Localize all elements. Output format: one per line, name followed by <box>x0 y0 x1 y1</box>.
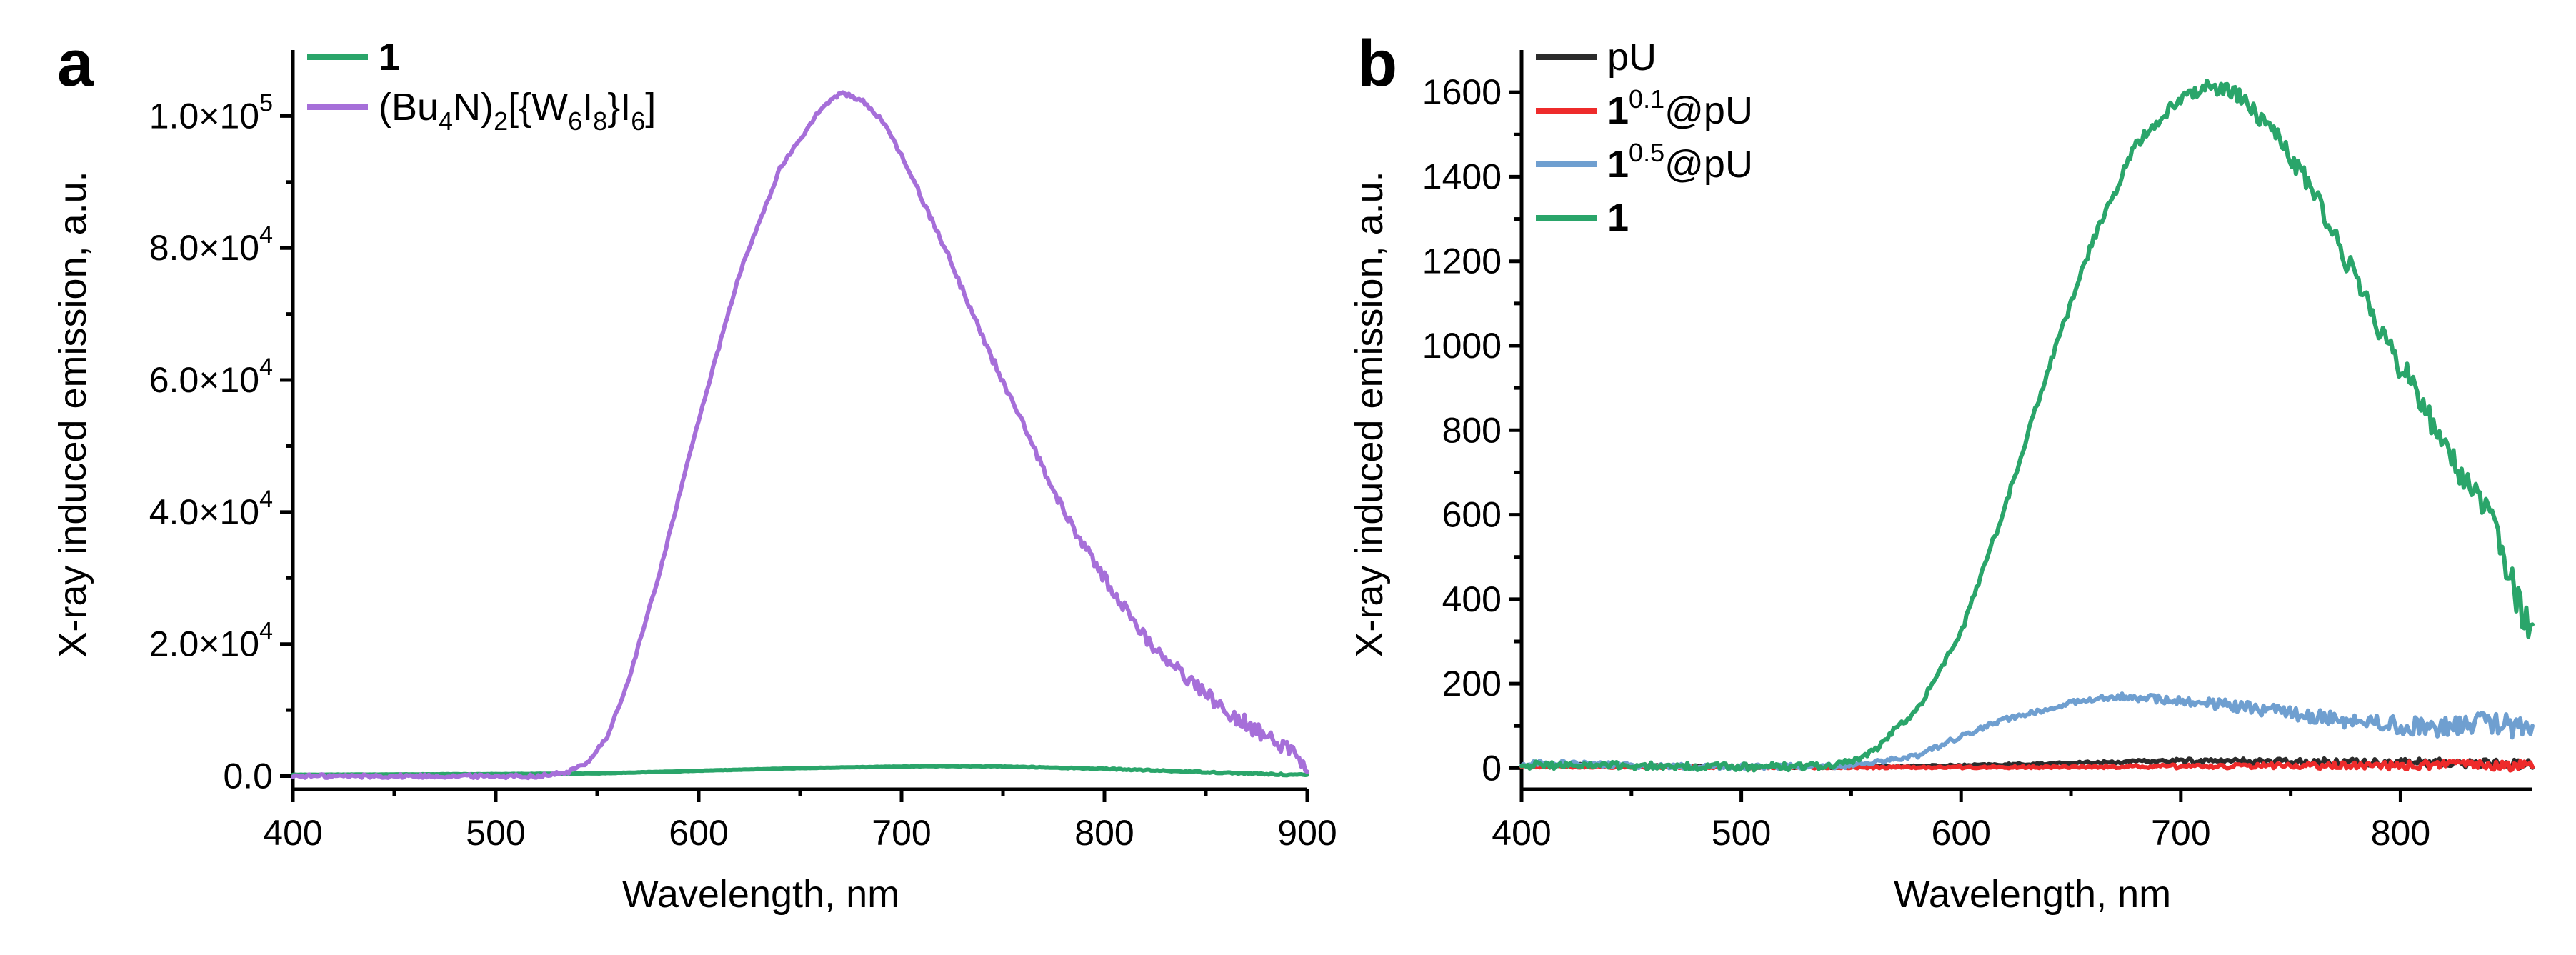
y-tick-label: 4.0×104 <box>149 486 273 532</box>
panel-a-x-axis-title: Wavelength, nm <box>622 873 899 916</box>
y-tick-label: 0 <box>1482 748 1502 788</box>
y-tick-label: 2.0×104 <box>149 618 273 664</box>
panel-b-y-axis-title: X-ray induced emission, a.u. <box>1348 171 1391 657</box>
panel-a-legend: 1 (Bu4N)2[{W6I8}I6] <box>307 36 656 136</box>
y-tick-label: 1200 <box>1422 241 1502 281</box>
panel-b-legend: pU 10.1@pU 10.5@pU 1 <box>1536 36 1753 239</box>
y-tick-label: 8.0×104 <box>149 221 273 268</box>
y-tick-label: 1400 <box>1422 156 1502 196</box>
panel-a-ticks: 400 500 600 700 800 900 0.0 2.0×104 4.0×104 6.0×1… <box>149 89 1337 853</box>
x-tick-label: 600 <box>1931 813 1990 853</box>
y-tick-label: 600 <box>1442 495 1502 535</box>
panel-a-series <box>291 90 1309 781</box>
panel-b-chart: b X-ray induced emission, a.u. Wavelengt… <box>1348 27 2535 916</box>
x-tick-label: 500 <box>1712 813 1771 853</box>
panel-a-y-axis-title: X-ray induced emission, a.u. <box>51 171 94 657</box>
x-tick-label: 400 <box>1492 813 1551 853</box>
series-line-1 <box>291 764 1309 778</box>
series-line-bu4n-2-w6i8-i6 <box>291 90 1309 781</box>
legend-label: (Bu4N)2[{W6I8}I6] <box>379 86 656 136</box>
panel-b-letter: b <box>1357 27 1397 100</box>
x-tick-label: 800 <box>2371 813 2430 853</box>
y-tick-label: 800 <box>1442 410 1502 450</box>
panel-b-ticks: 400 500 600 700 800 0 200 400 600 800 1000 1200 1400… <box>1422 72 2430 853</box>
panel-a-axes <box>291 50 1307 791</box>
y-tick-label: 6.0×104 <box>149 354 273 400</box>
panel-b-x-axis-title: Wavelength, nm <box>1894 873 2171 916</box>
y-tick-label: 0.0 <box>223 756 273 796</box>
legend-label: 10.1@pU <box>1607 84 1753 132</box>
x-tick-label: 600 <box>669 813 728 853</box>
x-tick-label: 400 <box>263 813 322 853</box>
panel-b-axes <box>1519 50 2532 791</box>
panel-a-letter: a <box>57 27 94 100</box>
series-line-1 <box>1519 79 2535 773</box>
y-tick-label: 1000 <box>1422 326 1502 366</box>
y-tick-label: 400 <box>1442 579 1502 619</box>
y-tick-label: 200 <box>1442 664 1502 704</box>
legend-label: pU <box>1607 36 1657 79</box>
legend-label: 10.5@pU <box>1607 138 1753 186</box>
x-tick-label: 500 <box>466 813 525 853</box>
x-tick-label: 900 <box>1277 813 1337 853</box>
legend-label: 1 <box>1607 196 1629 239</box>
y-tick-label: 1.0×105 <box>149 89 273 136</box>
panel-a-chart: a X-ray induced emission, a.u. Wavelengt… <box>51 27 1337 916</box>
legend-label: 1 <box>379 36 400 79</box>
x-tick-label: 800 <box>1074 813 1134 853</box>
x-tick-label: 700 <box>872 813 931 853</box>
x-tick-label: 700 <box>2151 813 2210 853</box>
y-tick-label: 1600 <box>1422 72 1502 112</box>
series-line-1-0-5-pu <box>1519 691 2535 771</box>
panel-b-series <box>1519 79 2535 773</box>
